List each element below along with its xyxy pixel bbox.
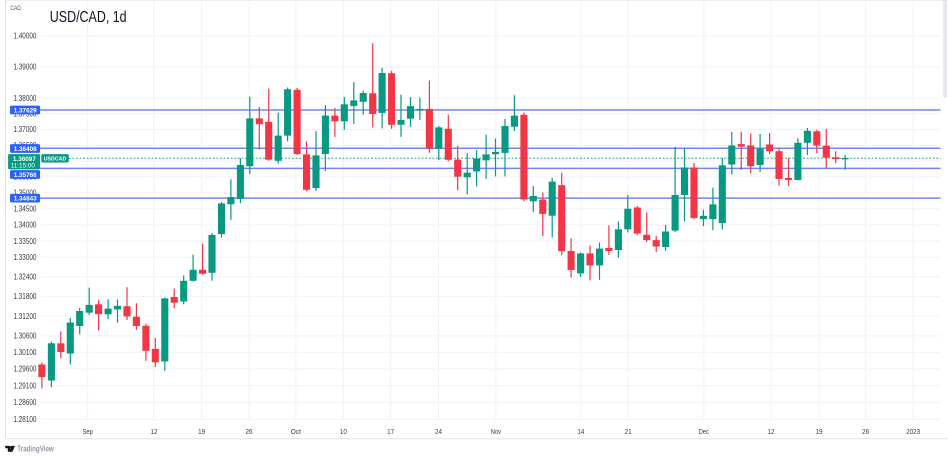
svg-text:Oct: Oct: [291, 427, 302, 436]
svg-text:1.29100: 1.29100: [14, 381, 37, 390]
svg-text:1.37629: 1.37629: [14, 108, 37, 115]
svg-text:1.30100: 1.30100: [14, 348, 37, 357]
svg-text:USDCAD: USDCAD: [44, 157, 67, 163]
svg-text:12: 12: [768, 427, 775, 436]
svg-text:1.36408: 1.36408: [14, 146, 37, 153]
svg-text:1.33000: 1.33000: [14, 253, 37, 262]
svg-text:1.30600: 1.30600: [14, 332, 37, 341]
svg-text:1.34843: 1.34843: [14, 196, 37, 203]
svg-text:26: 26: [862, 427, 869, 436]
svg-text:1.35766: 1.35766: [14, 172, 37, 179]
svg-text:1.29600: 1.29600: [14, 365, 37, 374]
svg-text:11:15:00: 11:15:00: [11, 163, 36, 170]
svg-text:1.28600: 1.28600: [14, 398, 37, 407]
svg-text:1.35000: 1.35000: [14, 189, 37, 198]
svg-text:1.31800: 1.31800: [14, 292, 37, 301]
svg-text:26: 26: [246, 427, 253, 436]
svg-text:1.37000: 1.37000: [14, 125, 37, 134]
svg-text:1.28100: 1.28100: [14, 415, 37, 424]
svg-text:1.38000: 1.38000: [14, 94, 37, 103]
svg-text:1.40000: 1.40000: [14, 32, 37, 41]
svg-text:10: 10: [340, 427, 347, 436]
svg-text:Dec: Dec: [699, 427, 709, 436]
svg-text:TradingView: TradingView: [17, 444, 54, 454]
svg-text:14: 14: [577, 427, 584, 436]
svg-text:2023: 2023: [906, 427, 920, 436]
svg-text:1.36097: 1.36097: [13, 156, 36, 163]
svg-text:1.34500: 1.34500: [14, 205, 37, 214]
svg-text:1.34000: 1.34000: [14, 221, 37, 230]
svg-text:12: 12: [151, 427, 158, 436]
svg-text:19: 19: [816, 427, 823, 436]
svg-text:Sep: Sep: [83, 427, 93, 436]
svg-text:Nov: Nov: [491, 427, 501, 436]
svg-text:1.32400: 1.32400: [14, 273, 37, 282]
svg-text:1.31200: 1.31200: [14, 312, 37, 321]
svg-text:CAD: CAD: [10, 5, 21, 12]
svg-text:24: 24: [435, 427, 442, 436]
svg-text:19: 19: [198, 427, 205, 436]
svg-text:1.33500: 1.33500: [14, 237, 37, 246]
svg-text:17: 17: [387, 427, 394, 436]
svg-text:21: 21: [625, 427, 632, 436]
svg-text:USD/CAD, 1d: USD/CAD, 1d: [50, 9, 127, 26]
svg-text:1.39000: 1.39000: [14, 63, 37, 72]
